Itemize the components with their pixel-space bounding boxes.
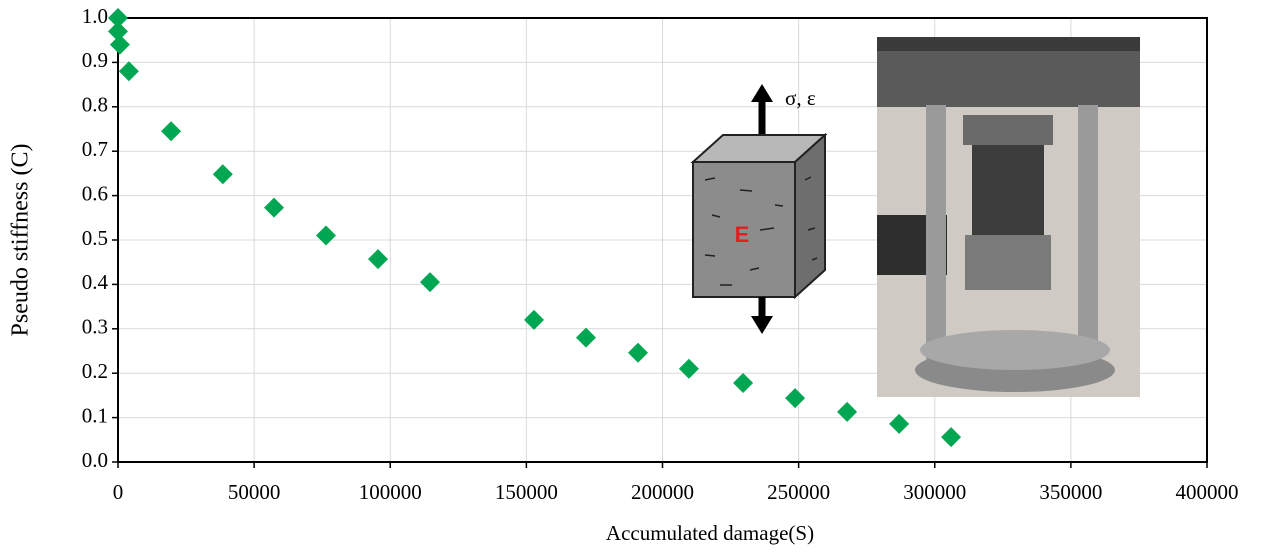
x-tick-label: 100000 bbox=[359, 480, 422, 504]
x-tick-label: 0 bbox=[113, 480, 124, 504]
data-point bbox=[628, 343, 648, 363]
data-point bbox=[264, 198, 284, 218]
data-point bbox=[161, 121, 181, 141]
x-tick-label: 200000 bbox=[631, 480, 694, 504]
chart: σ, ε E Accumulated damage(S) Pseudo stif… bbox=[0, 0, 1262, 552]
x-tick-label: 50000 bbox=[228, 480, 281, 504]
y-tick-label: 0.9 bbox=[82, 48, 108, 72]
x-axis-title: Accumulated damage(S) bbox=[606, 521, 814, 545]
y-tick-label: 1.0 bbox=[82, 4, 108, 28]
x-tick-label: 250000 bbox=[767, 480, 830, 504]
y-tick-label: 0.6 bbox=[82, 181, 108, 205]
y-tick-label: 0.7 bbox=[82, 137, 108, 161]
y-tick-label: 0.3 bbox=[82, 315, 108, 339]
annotation: σ, ε bbox=[785, 86, 816, 110]
data-point bbox=[524, 310, 544, 330]
x-tick-label: 300000 bbox=[903, 480, 966, 504]
data-point bbox=[576, 328, 596, 348]
data-point bbox=[785, 388, 805, 408]
y-tick-label: 0.4 bbox=[82, 270, 109, 294]
data-point bbox=[837, 402, 857, 422]
data-point bbox=[679, 359, 699, 379]
data-point bbox=[213, 164, 233, 184]
y-axis-title: Pseudo stiffness (C) bbox=[8, 144, 34, 337]
x-tick-label: 150000 bbox=[495, 480, 558, 504]
data-point bbox=[110, 35, 130, 55]
specimen-diagram bbox=[693, 84, 825, 334]
y-tick-label: 0.0 bbox=[82, 448, 108, 472]
data-point bbox=[119, 61, 139, 81]
data-point bbox=[941, 427, 961, 447]
annotation: E bbox=[735, 222, 750, 247]
y-tick-label: 0.8 bbox=[82, 93, 108, 117]
data-point bbox=[316, 226, 336, 246]
y-tick-label: 0.1 bbox=[82, 403, 108, 427]
data-point bbox=[733, 373, 753, 393]
y-tick-label: 0.2 bbox=[82, 359, 108, 383]
data-point bbox=[368, 249, 388, 269]
x-tick-label: 400000 bbox=[1176, 480, 1239, 504]
y-tick-label: 0.5 bbox=[82, 226, 108, 250]
test-setup-photo bbox=[877, 37, 1140, 397]
data-point bbox=[420, 272, 440, 292]
x-tick-label: 350000 bbox=[1039, 480, 1102, 504]
data-point bbox=[889, 414, 909, 434]
